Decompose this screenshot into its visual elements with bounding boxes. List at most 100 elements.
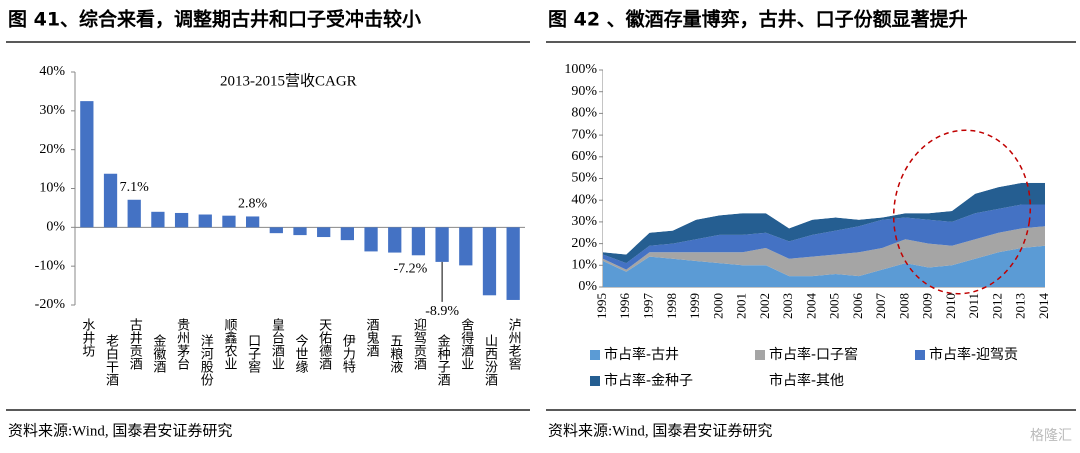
x-tick-label: 1998 [664, 293, 679, 319]
bar [411, 227, 426, 256]
bar [80, 101, 94, 228]
x-tick-label: 金种子酒 [435, 333, 451, 386]
x-tick-label: 2001 [734, 293, 749, 319]
x-tick-label: 金徽酒 [150, 333, 166, 373]
x-tick-label: 1997 [641, 293, 656, 320]
y-tick-label: 40% [571, 192, 597, 207]
x-tick-label: 舍得酒业 [458, 318, 474, 370]
x-tick-label: 2005 [827, 293, 842, 319]
y-tick-label: -10% [35, 258, 66, 273]
y-tick-label: 30% [571, 214, 597, 229]
x-tick-label: 2009 [920, 293, 935, 319]
y-tick-label: -20% [35, 297, 66, 312]
y-tick-label: 70% [571, 127, 597, 142]
legend-swatch [755, 350, 765, 360]
x-tick-label: 2013 [1013, 293, 1028, 319]
bar [317, 227, 331, 238]
bar [435, 227, 449, 262]
legend-label: 市占率-古井 [604, 346, 679, 363]
y-tick-label: 80% [571, 106, 597, 121]
x-tick-label: 迎驾贡酒 [411, 318, 427, 370]
x-tick-label: 水井坊 [79, 318, 95, 358]
y-tick-label: 60% [571, 149, 597, 164]
x-tick-label: 2011 [966, 293, 981, 319]
bar [246, 216, 260, 228]
legend-swatch [590, 376, 600, 386]
chart-title: 2013-2015营收CAGR [220, 72, 357, 89]
x-tick-label: 2002 [757, 293, 772, 319]
y-tick-label: 30% [39, 103, 65, 118]
x-tick-label: 2014 [1036, 293, 1051, 320]
area [603, 70, 1045, 255]
y-tick-label: 20% [39, 142, 65, 157]
x-tick-label: 1999 [687, 293, 702, 319]
x-tick-label: 皇台酒业 [269, 318, 285, 370]
x-tick-label: 今世缘 [293, 333, 309, 373]
area [603, 245, 1045, 287]
data-label: 2.8% [238, 197, 268, 212]
area [603, 226, 1045, 277]
source: 资料来源:Wind, 国泰君安证券研究 [548, 422, 772, 439]
legend-swatch [915, 350, 925, 360]
x-tick-label: 天佑德酒 [316, 318, 332, 370]
legend-label: 市占率-金种子 [604, 372, 693, 389]
x-tick-label: 老白干酒 [103, 334, 119, 386]
x-tick-label: 贵州茅台 [174, 318, 190, 370]
bar [459, 227, 473, 266]
x-tick-label: 2008 [896, 293, 911, 319]
bar [103, 173, 118, 228]
bar [198, 214, 212, 228]
y-tick-label: 10% [571, 258, 597, 273]
bar [364, 227, 378, 252]
bar [506, 227, 520, 300]
legend-swatch [755, 376, 765, 386]
y-tick-label: 0% [46, 220, 65, 235]
legend-label: 市占率-口子窖 [769, 346, 858, 363]
y-tick-label: 40% [39, 64, 65, 79]
y-tick-label: 10% [39, 181, 65, 196]
watermark: 格隆汇 [1030, 428, 1072, 444]
x-tick-label: 2012 [989, 293, 1004, 319]
data-label: 7.1% [120, 180, 150, 195]
x-tick-label: 2003 [780, 293, 795, 319]
x-tick-label: 2007 [873, 293, 888, 320]
x-tick-label: 泸州老窖 [506, 318, 522, 371]
y-tick-label: 20% [571, 236, 597, 251]
bar [388, 227, 402, 253]
bar [293, 227, 307, 236]
x-tick-label: 2010 [943, 293, 958, 319]
x-tick-label: 五粮液 [387, 334, 403, 373]
legend-label: 市占率-迎驾贡 [929, 346, 1018, 363]
x-tick-label: 古井贡酒 [127, 318, 143, 370]
x-tick-label: 1996 [617, 293, 632, 320]
x-tick-label: 1995 [594, 293, 609, 319]
figure-title: 图 41、综合来看，调整期古井和口子受冲击较小 [8, 8, 421, 31]
bar [222, 215, 236, 228]
y-tick-label: 50% [571, 171, 597, 186]
data-label: -8.9% [425, 304, 459, 319]
bar [127, 199, 141, 228]
x-tick-label: 伊力特 [340, 334, 356, 373]
area [603, 182, 1045, 264]
y-tick-label: 90% [571, 84, 597, 99]
x-tick-label: 酒鬼酒 [364, 318, 380, 357]
y-tick-label: 100% [564, 62, 597, 77]
bar [482, 227, 497, 296]
legend-swatch [590, 350, 600, 360]
x-tick-label: 口子窖 [245, 334, 261, 374]
x-tick-label: 山西汾酒 [482, 334, 498, 386]
bar [269, 227, 283, 234]
x-tick-label: 2006 [850, 293, 865, 320]
x-tick-label: 顺鑫农业 [221, 318, 237, 370]
bar [174, 212, 189, 228]
legend-label: 市占率-其他 [769, 372, 844, 389]
area [603, 204, 1045, 270]
x-tick-label: 2004 [803, 293, 818, 320]
highlight-ellipse [892, 129, 1032, 295]
y-tick-label: 0% [578, 279, 597, 294]
data-label: -7.2% [394, 262, 428, 277]
source: 资料来源:Wind, 国泰君安证券研究 [8, 422, 232, 439]
bar [151, 211, 165, 228]
x-tick-label: 洋河股份 [198, 334, 214, 386]
